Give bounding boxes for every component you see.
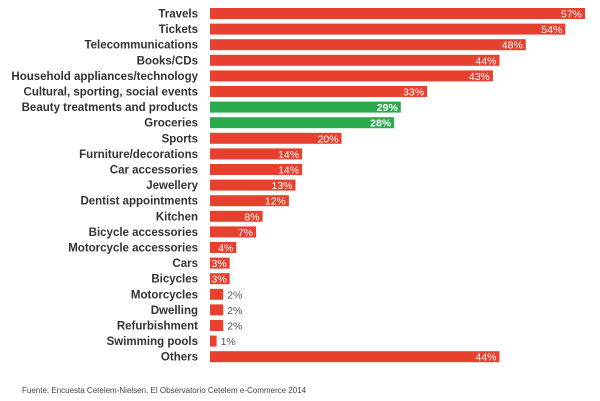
bar-cars [210, 257, 230, 269]
value-labels-group: 57% 54% 48% 44% 43% 33% 29% 28% 20% 14% 14% 13% 12% 8… [212, 9, 582, 364]
category-label-dwelling: Dwelling [151, 305, 198, 317]
category-label-travels: Travels [158, 9, 198, 21]
value-label-sports: 20% [318, 133, 339, 145]
category-label-swimming-pools: Swimming pools [107, 336, 198, 348]
value-label-beauty-treatments-and-products: 29% [377, 102, 399, 114]
value-label-others: 44% [475, 352, 496, 364]
bar-dwelling [210, 304, 224, 316]
value-label-groceries: 28% [370, 118, 392, 130]
value-label-refurbishment: 2% [227, 321, 242, 333]
category-labels-group: Travels Tickets Telecommunications Books/CD… [11, 9, 198, 364]
bar-beauty-treatments-and-products [210, 101, 401, 113]
category-label-motorcycle-accessories: Motorcycle accessories [68, 243, 198, 255]
value-label-cars: 3% [212, 258, 227, 270]
bars-group [210, 8, 585, 363]
value-label-travels: 57% [561, 9, 582, 21]
bar-telecommunications [210, 39, 526, 51]
value-label-swimming-pools: 1% [221, 336, 236, 348]
category-label-bicycles: Bicycles [151, 274, 198, 286]
source-note: Fuente: Encuesta Cetelem-Nielsen. El Obs… [22, 386, 307, 395]
category-label-refurbishment: Refurbishment [117, 321, 198, 333]
category-label-car-accessories: Car accessories [110, 165, 198, 177]
category-label-telecommunications: Telecommunications [84, 40, 198, 52]
value-label-telecommunications: 48% [502, 40, 523, 52]
bar-motorcycle-accessories [210, 242, 237, 253]
bar-furniture-decorations [210, 148, 303, 160]
value-label-household-appliances-technology: 43% [469, 71, 490, 83]
category-label-beauty-treatments-and-products: Beauty treatments and products [22, 102, 198, 114]
bar-tickets [210, 23, 566, 35]
value-label-dentist-appointments: 12% [265, 196, 286, 208]
bar-travels [210, 8, 585, 19]
category-label-tickets: Tickets [159, 24, 198, 36]
category-label-jewellery: Jewellery [146, 180, 198, 192]
bar-groceries [210, 117, 395, 129]
bar-car-accessories [210, 164, 303, 175]
category-label-bicycle-accessories: Bicycle accessories [89, 227, 198, 239]
bar-swimming-pools [210, 335, 217, 347]
category-label-kitchen: Kitchen [156, 211, 198, 223]
value-label-cultural-sporting-social-events: 33% [403, 87, 424, 99]
category-label-sports: Sports [162, 133, 198, 145]
bar-refurbishment [210, 320, 224, 331]
bar-motorcycles [210, 288, 224, 300]
value-label-books-cds: 44% [475, 55, 496, 67]
value-label-tickets: 54% [541, 24, 562, 36]
bar-cultural-sporting-social-events [210, 86, 428, 97]
value-label-motorcycles: 2% [227, 289, 242, 301]
value-label-furniture-decorations: 14% [278, 149, 299, 161]
bar-household-appliances-technology [210, 70, 493, 82]
category-label-books-cds: Books/CDs [137, 55, 198, 67]
bar-sports [210, 132, 342, 144]
value-label-motorcycle-accessories: 4% [218, 243, 233, 255]
bar-bicycle-accessories [210, 226, 257, 238]
category-label-household-appliances-technology: Household appliances/technology [11, 71, 198, 83]
value-label-jewellery: 13% [271, 180, 292, 192]
value-label-dwelling: 2% [227, 305, 242, 317]
category-label-furniture-decorations: Furniture/decorations [79, 149, 198, 161]
bar-books-cds [210, 54, 500, 66]
bar-bicycles [210, 273, 230, 285]
value-label-car-accessories: 14% [278, 165, 299, 177]
category-label-cars: Cars [172, 258, 198, 270]
bar-kitchen [210, 210, 263, 222]
value-label-bicycles: 3% [212, 274, 227, 286]
category-label-groceries: Groceries [144, 118, 198, 130]
category-label-cultural-sporting-social-events: Cultural, sporting, social events [24, 87, 198, 99]
category-label-motorcycles: Motorcycles [131, 289, 198, 301]
bar-dentist-appointments [210, 195, 289, 207]
value-label-kitchen: 8% [244, 211, 259, 223]
category-label-dentist-appointments: Dentist appointments [80, 196, 198, 208]
category-label-others: Others [161, 352, 198, 364]
bar-jewellery [210, 179, 296, 191]
bar-others [210, 351, 500, 363]
value-label-bicycle-accessories: 7% [238, 227, 253, 239]
